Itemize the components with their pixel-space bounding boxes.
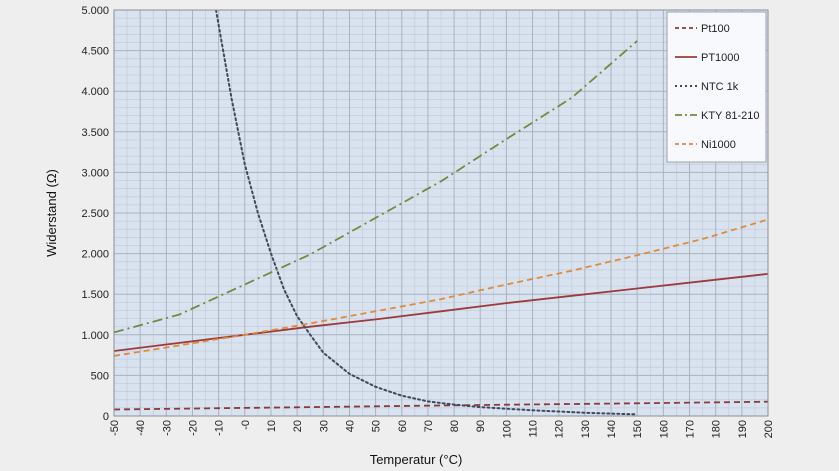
x-tick-label: 90	[475, 420, 487, 432]
x-tick-label: 50	[371, 420, 383, 432]
x-tick-label: 180	[711, 420, 723, 438]
y-tick-label: 4.500	[81, 46, 109, 58]
series-line-pt100	[114, 400, 768, 411]
x-axis-title: Temperatur (°C)	[370, 452, 463, 467]
series-line-ntc-1k	[215, 10, 639, 416]
x-tick-label: 110	[528, 420, 540, 438]
legend-label: KTY 81-210	[701, 110, 760, 122]
x-tick-label: 140	[606, 420, 618, 438]
x-tick-label: 10	[266, 420, 278, 432]
x-tick-label: -50	[109, 420, 121, 436]
x-tick-label: 170	[685, 420, 697, 438]
legend: Pt100 PT1000 NTC 1k KTY 81-210 Ni1000	[666, 11, 767, 163]
x-tick-label: 30	[318, 420, 330, 432]
x-tick-label: -10	[214, 420, 226, 436]
y-tick-label: 2.000	[81, 249, 109, 261]
y-tick-label: 1.500	[81, 289, 109, 301]
x-tick-label: 40	[344, 420, 356, 432]
x-tick-label: -0	[240, 420, 252, 430]
x-tick-label: 200	[763, 420, 775, 438]
legend-label: NTC 1k	[701, 81, 739, 93]
x-tick-label: 150	[632, 420, 644, 438]
x-tick-label: 60	[397, 420, 409, 432]
legend-label: Pt100	[701, 23, 730, 35]
y-axis-title: Widerstand (Ω)	[44, 169, 59, 257]
y-tick-label: 2.500	[81, 208, 109, 220]
legend-label: PT1000	[701, 52, 740, 64]
x-tick-labels: -50 -40 -30 -20 -10 -0 10 20 30 40 50 60 70 80 90 100 11…	[109, 420, 775, 438]
x-tick-label: 120	[554, 420, 566, 438]
plot-area-border	[113, 9, 769, 417]
x-tick-label: 20	[292, 420, 304, 432]
y-tick-label: 4.000	[81, 86, 109, 98]
x-tick-label: 100	[501, 420, 513, 438]
x-tick-label: 160	[658, 420, 670, 438]
y-tick-label: 0	[103, 411, 109, 423]
x-tick-label: 130	[580, 420, 592, 438]
series-line-ni1000	[114, 218, 768, 357]
legend-box	[666, 11, 767, 163]
x-tick-label: -40	[135, 420, 147, 436]
y-tick-label: 3.000	[81, 167, 109, 179]
y-tick-labels: 0 500 1.000 1.500 2.000 2.500 3.000 3.500 4.000 4…	[81, 5, 109, 423]
x-tick-label: -30	[161, 420, 173, 436]
y-tick-label: 5.000	[81, 5, 109, 17]
y-tick-label: 1.000	[81, 330, 109, 342]
x-tick-label: -20	[187, 420, 199, 436]
x-tick-label: 80	[449, 420, 461, 432]
series-line-kty-81-210	[114, 40, 638, 334]
x-tick-label: 190	[737, 420, 749, 438]
series-lines	[114, 10, 768, 416]
y-tick-label: 3.500	[81, 127, 109, 139]
legend-label: Ni1000	[701, 139, 736, 151]
x-tick-label: 70	[423, 420, 435, 432]
y-tick-label: 500	[91, 370, 109, 382]
